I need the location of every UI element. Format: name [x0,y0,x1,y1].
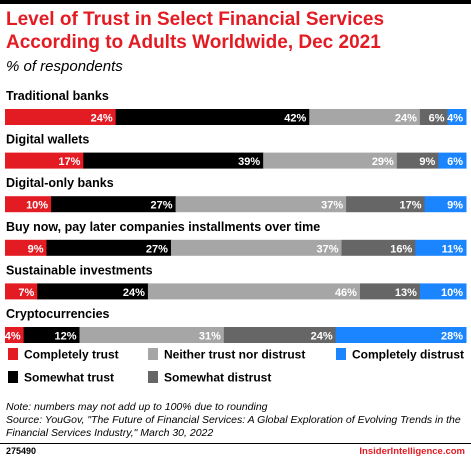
data-label-buy-now-pay-later-companies-installments-over-time-completely-distrust: 11% [442,243,464,255]
data-label-buy-now-pay-later-companies-installments-over-time-neither-trust-nor-distrust: 37% [316,243,338,255]
legend-label-somewhat-trust: Somewhat trust [24,371,114,385]
bar-digital-wallets-somewhat-distrust [396,152,439,169]
top-rule [0,0,471,4]
chart-subtitle: % of respondents [6,58,123,75]
data-label-cryptocurrencies-completely-trust: 4% [5,331,21,343]
legend-label-completely-trust: Completely trust [24,348,119,362]
data-label-digital-only-banks-completely-trust: 10% [26,200,48,212]
category-label-cryptocurrencies: Cryptocurrencies [6,307,110,321]
data-label-sustainable-investments-completely-trust: 7% [18,287,34,299]
data-label-traditional-banks-completely-trust: 24% [91,113,113,125]
bar-sustainable-investments-somewhat-distrust [359,283,421,300]
bar-sustainable-investments-somewhat-trust [37,283,149,300]
bar-digital-wallets-completely-trust [5,152,84,169]
legend-label-somewhat-distrust: Somewhat distrust [164,371,271,385]
bar-sustainable-investments-neither-trust-nor-distrust [147,283,361,300]
note-text: Note: numbers may not add up to 100% due… [6,401,268,413]
bar-traditional-banks-neither-trust-nor-distrust [309,109,421,125]
data-label-digital-wallets-completely-trust: 17% [58,156,80,168]
data-label-cryptocurrencies-somewhat-distrust: 24% [311,331,333,343]
bar-cryptocurrencies-completely-trust [5,327,25,343]
chart-id: 275490 [6,446,37,456]
category-label-digital-only-banks: Digital-only banks [6,176,114,190]
legend-swatch-somewhat-trust [8,371,18,383]
bar-buy-now-pay-later-companies-installments-over-time-somewhat-distrust [341,239,416,256]
category-label-traditional-banks: Traditional banks [6,89,109,103]
data-label-cryptocurrencies-completely-distrust: 28% [441,331,463,343]
data-label-digital-wallets-somewhat-trust: 39% [238,156,260,168]
source-text: Source: YouGov, "The Future of Financial… [6,414,461,439]
bar-sustainable-investments-completely-trust [5,283,38,300]
legend-swatch-completely-trust [8,348,18,360]
data-label-sustainable-investments-somewhat-distrust: 13% [395,287,417,299]
legend-swatch-completely-distrust [336,348,346,360]
bar-digital-only-banks-neither-trust-nor-distrust [175,196,347,213]
bar-digital-only-banks-somewhat-distrust [346,196,426,213]
bar-cryptocurrencies-completely-distrust [335,327,467,343]
data-label-traditional-banks-somewhat-trust: 42% [284,113,306,125]
bar-traditional-banks-completely-trust [5,109,117,125]
bar-digital-only-banks-completely-distrust [424,196,467,213]
data-label-sustainable-investments-completely-distrust: 10% [441,287,463,299]
bar-cryptocurrencies-somewhat-trust [23,327,81,343]
legend-label-completely-distrust: Completely distrust [352,348,464,362]
data-label-cryptocurrencies-neither-trust-nor-distrust: 31% [199,331,221,343]
data-label-digital-only-banks-completely-distrust: 9% [447,200,463,212]
bar-buy-now-pay-later-companies-installments-over-time-neither-trust-nor-distrust [170,239,343,256]
bar-digital-only-banks-completely-trust [5,196,52,213]
bar-digital-wallets-completely-distrust [438,152,467,169]
bar-digital-only-banks-somewhat-trust [51,196,177,213]
bar-buy-now-pay-later-companies-installments-over-time-completely-distrust [415,239,467,256]
data-label-traditional-banks-neither-trust-nor-distrust: 24% [395,113,417,125]
data-label-digital-only-banks-neither-trust-nor-distrust: 37% [321,200,343,212]
legend-label-neither-trust-nor-distrust: Neither trust nor distrust [164,348,305,362]
bar-buy-now-pay-later-companies-installments-over-time-somewhat-trust [46,239,172,256]
bar-traditional-banks-somewhat-trust [115,109,310,125]
chart-title: Level of Trust in Select Financial Servi… [6,9,385,53]
legend-swatch-neither-trust-nor-distrust [148,348,158,360]
bar-digital-wallets-somewhat-trust [83,152,264,169]
bar-traditional-banks-completely-distrust [447,109,467,125]
data-label-cryptocurrencies-somewhat-trust: 12% [54,331,76,343]
data-label-buy-now-pay-later-companies-installments-over-time-completely-trust: 9% [28,243,44,255]
data-label-digital-only-banks-somewhat-distrust: 17% [399,200,421,212]
data-label-sustainable-investments-neither-trust-nor-distrust: 46% [335,287,357,299]
category-label-digital-wallets: Digital wallets [6,133,89,147]
chart-notes: Note: numbers may not add up to 100% due… [6,401,466,440]
data-label-digital-wallets-completely-distrust: 6% [447,156,463,168]
data-label-buy-now-pay-later-companies-installments-over-time-somewhat-trust: 27% [146,243,168,255]
data-label-traditional-banks-completely-distrust: 4% [447,113,463,125]
bar-cryptocurrencies-somewhat-distrust [223,327,337,343]
category-label-sustainable-investments: Sustainable investments [6,263,153,277]
data-label-sustainable-investments-somewhat-trust: 24% [123,287,145,299]
brand-link[interactable]: InsiderIntelligence.com [359,446,465,457]
legend-swatch-somewhat-distrust [148,371,158,383]
bar-sustainable-investments-completely-distrust [419,283,467,300]
bar-digital-wallets-neither-trust-nor-distrust [263,152,398,169]
data-label-traditional-banks-somewhat-distrust: 6% [429,113,445,125]
data-label-digital-only-banks-somewhat-trust: 27% [151,200,173,212]
bar-buy-now-pay-later-companies-installments-over-time-completely-trust [5,239,47,256]
data-label-buy-now-pay-later-companies-installments-over-time-somewhat-distrust: 16% [390,243,412,255]
data-label-digital-wallets-neither-trust-nor-distrust: 29% [372,156,394,168]
footer-rule [0,443,471,444]
data-label-digital-wallets-somewhat-distrust: 9% [419,156,435,168]
bar-traditional-banks-somewhat-distrust [419,109,449,125]
category-label-buy-now-pay-later-companies-installments-over-time: Buy now, pay later companies installment… [6,220,320,234]
bar-cryptocurrencies-neither-trust-nor-distrust [79,327,225,343]
